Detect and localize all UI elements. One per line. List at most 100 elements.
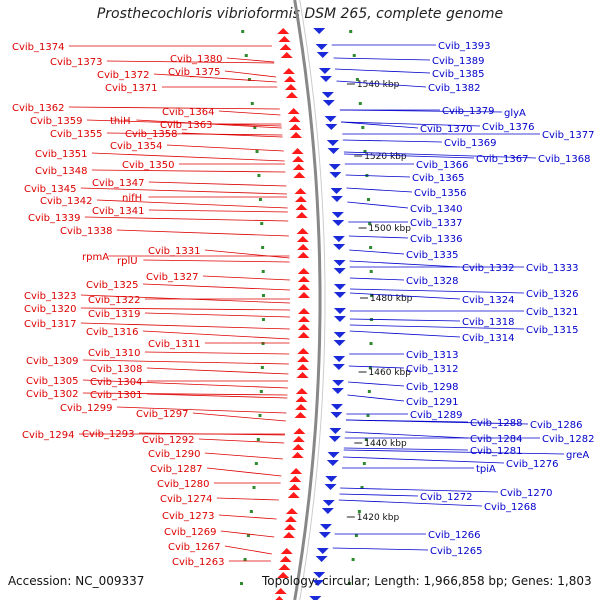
reverse-gene — [333, 340, 346, 346]
forward-gene — [297, 332, 310, 338]
forward-gene — [291, 148, 304, 154]
leader-line — [82, 392, 288, 396]
leader-line — [339, 109, 503, 113]
leader-line — [138, 432, 285, 436]
reverse-gene — [333, 244, 346, 250]
reverse-gene — [318, 532, 331, 538]
tick-mark — [369, 342, 373, 345]
leader-line — [338, 499, 483, 507]
gene-label-right: Cvib_1314 — [462, 333, 514, 344]
forward-gene — [292, 156, 305, 162]
leader-line — [80, 187, 287, 195]
gene-label-left: Cvib_1325 — [86, 280, 138, 291]
tick-mark — [258, 414, 262, 417]
gene-label-right: Cvib_1368 — [538, 154, 590, 165]
gene-label-right: Cvib_1265 — [430, 546, 482, 557]
gene-label-left: Cvib_1342 — [40, 196, 92, 207]
gene-label-left: Cvib_1292 — [142, 435, 194, 446]
reverse-gene — [327, 148, 340, 154]
tick-mark — [252, 486, 256, 489]
leader-line — [347, 394, 405, 402]
gene-label-right: Cvib_1393 — [438, 41, 490, 52]
leader-line — [349, 292, 461, 300]
gene-label-right: Cvib_1385 — [432, 69, 484, 80]
forward-gene — [279, 556, 292, 562]
forward-gene — [285, 92, 298, 98]
forward-gene — [280, 548, 293, 554]
reverse-gene — [309, 596, 322, 600]
leader-line — [349, 318, 461, 322]
tick-mark — [241, 30, 245, 33]
gene-label-left: Cvib_1374 — [12, 42, 64, 53]
reverse-gene — [333, 316, 346, 322]
gene-label-right: Cvib_1270 — [500, 488, 552, 499]
gene-label-left: Cvib_1317 — [24, 319, 76, 330]
reverse-gene — [329, 172, 342, 178]
reverse-gene — [316, 52, 329, 58]
forward-gene — [291, 452, 304, 458]
forward-gene — [289, 124, 302, 130]
tick-mark — [354, 534, 358, 537]
forward-gene — [280, 52, 293, 58]
gene-label-left: Cvib_1304 — [90, 377, 142, 388]
leader-line — [218, 514, 277, 520]
leader-line — [116, 406, 287, 414]
gene-label-left: Cvib_1347 — [92, 178, 144, 189]
forward-gene — [283, 524, 296, 530]
gene-label-left: thiH — [110, 116, 131, 127]
reverse-gene — [329, 428, 342, 434]
leader-line — [224, 545, 272, 555]
gene-label-right: Cvib_1272 — [420, 492, 472, 503]
scale-label: 1460 kbp — [369, 368, 412, 378]
gene-label-right: Cvib_1321 — [526, 307, 578, 318]
reverse-gene — [330, 412, 343, 418]
gene-label-left: Cvib_1351 — [35, 149, 87, 160]
tick-mark — [364, 438, 368, 441]
leader-line — [343, 447, 469, 451]
tick-mark — [260, 222, 264, 225]
forward-gene — [297, 324, 310, 330]
gene-label-right: Cvib_1289 — [410, 410, 462, 421]
gene-label-left: Cvib_1372 — [97, 70, 149, 81]
gene-label-left: Cvib_1316 — [86, 327, 138, 338]
tick-mark — [349, 30, 353, 33]
gene-label-right: Cvib_1370 — [420, 124, 472, 135]
gene-label-right: Cvib_1367 — [476, 154, 528, 165]
forward-gene — [297, 356, 310, 362]
leader-line — [339, 493, 419, 497]
tick-mark — [367, 390, 371, 393]
gene-label-left: rplU — [117, 256, 138, 267]
leader-line — [343, 449, 565, 455]
leader-line — [80, 322, 290, 330]
forward-gene — [296, 372, 309, 378]
forward-gene — [294, 412, 307, 418]
reverse-gene — [326, 460, 339, 466]
leader-line — [349, 249, 405, 255]
gene-label-right: Cvib_1366 — [416, 160, 468, 171]
leader-line — [349, 330, 461, 338]
gene-label-left: Cvib_1274 — [160, 494, 212, 505]
reverse-gene — [321, 92, 334, 98]
leader-line — [143, 259, 290, 263]
leader-line — [340, 487, 499, 493]
gene-label-left: Cvib_1311 — [148, 339, 200, 350]
leader-line — [220, 530, 275, 538]
gene-label-left: Cvib_1327 — [146, 272, 198, 283]
leader-line — [144, 312, 290, 318]
gene-label-right: Cvib_1313 — [406, 350, 458, 361]
forward-gene — [277, 28, 290, 34]
gene-label-left: Cvib_1371 — [105, 83, 157, 94]
leader-line — [218, 110, 281, 116]
forward-gene — [278, 564, 291, 570]
forward-gene — [283, 76, 296, 82]
gene-label-left: Cvib_1290 — [148, 449, 200, 460]
tick-mark — [253, 126, 257, 129]
leader-line — [348, 365, 405, 369]
reverse-gene — [332, 220, 345, 226]
gene-label-left: Cvib_1350 — [122, 160, 174, 171]
forward-gene — [297, 348, 310, 354]
leader-line — [68, 106, 280, 110]
gene-label-right: Cvib_1335 — [406, 250, 458, 261]
tick-mark — [261, 318, 265, 321]
leader-line — [347, 201, 409, 209]
